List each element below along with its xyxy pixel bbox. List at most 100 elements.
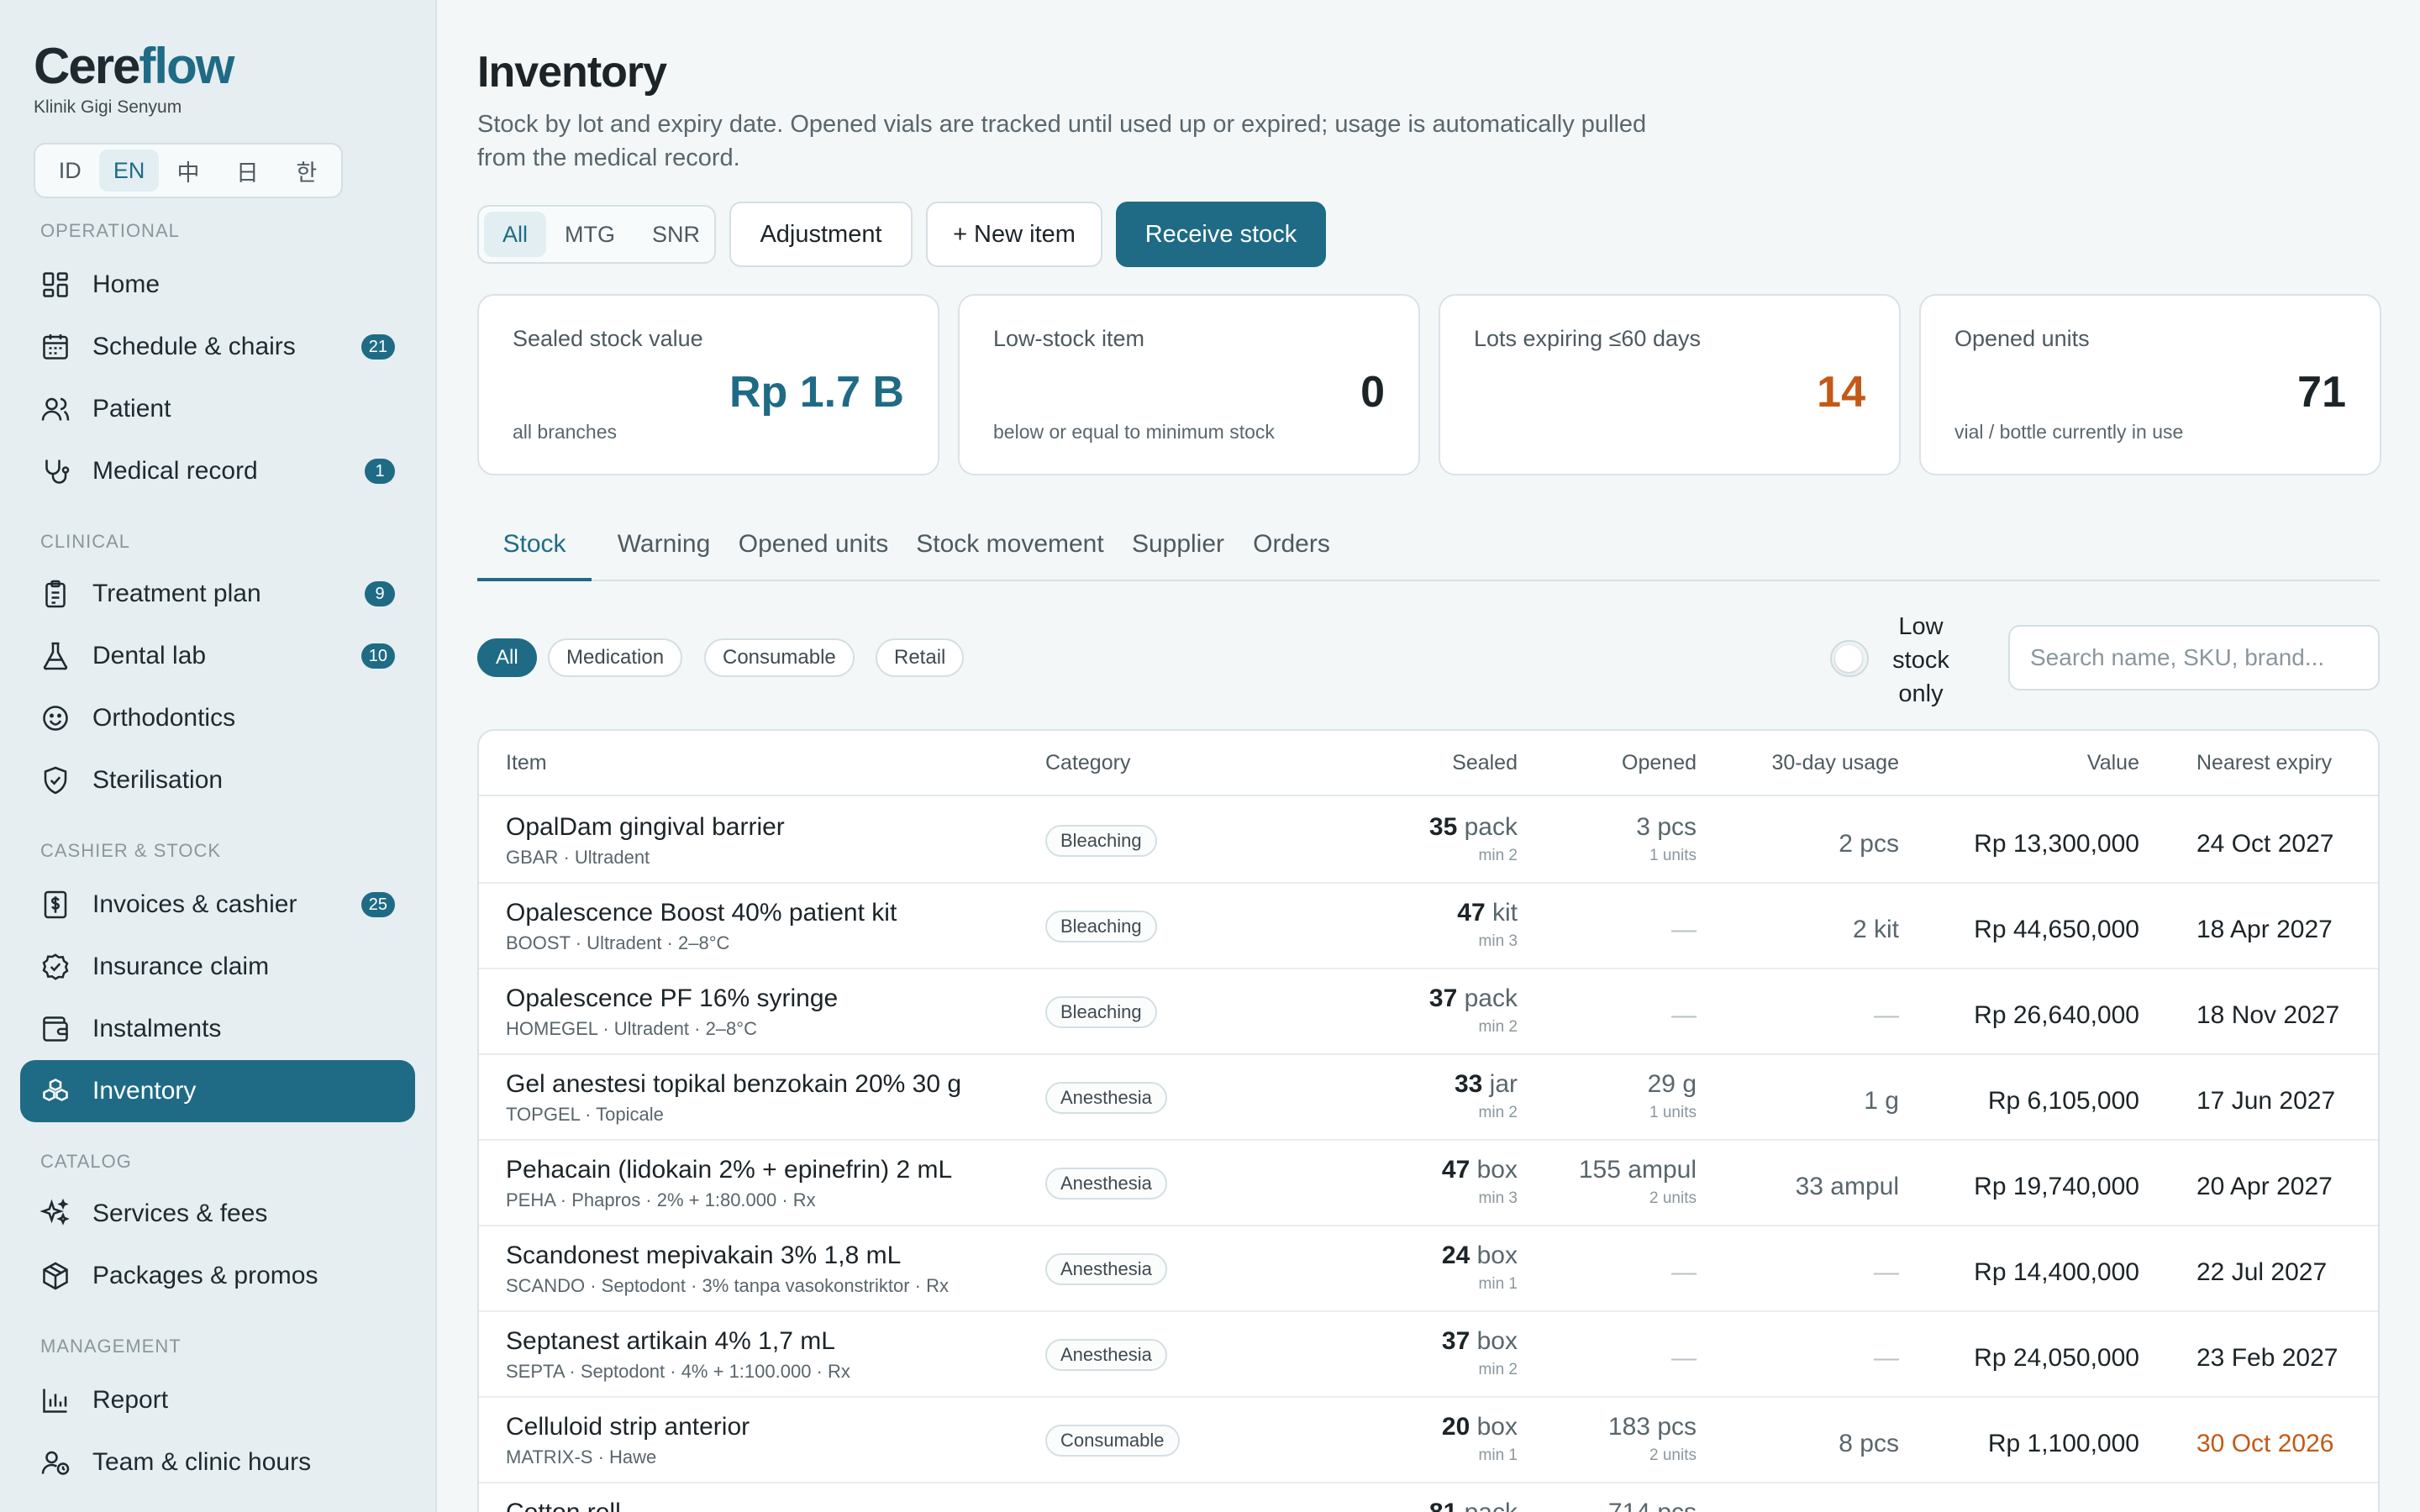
item-name[interactable]: Pehacain (lidokain 2% + epinefrin) 2 mL — [506, 1156, 953, 1184]
header-opened[interactable]: Opened — [1622, 751, 1697, 774]
sidebar-item-services[interactable]: Services & fees — [20, 1183, 415, 1245]
stat-value: 14 — [1817, 368, 1865, 417]
nearest-expiry: 18 Nov 2027 — [2196, 1001, 2340, 1029]
sidebar-item-label: Sterilisation — [92, 766, 224, 794]
sealed-qty: 47 kit — [1457, 899, 1518, 927]
branch-mtg-button[interactable]: MTG — [565, 221, 616, 247]
table-header: Item Category Sealed Opened 30-day usage… — [479, 731, 2378, 796]
sidebar-item-schedule[interactable]: Schedule & chairs 21 — [20, 316, 415, 378]
sealed-qty: 37 pack — [1428, 984, 1518, 1012]
table-row[interactable]: Septanest artikain 4% 1,7 mL SEPTA · Sept… — [479, 1312, 2378, 1398]
lang-en-button[interactable]: EN — [99, 150, 159, 192]
search-input[interactable] — [2008, 625, 2380, 690]
wallet-icon — [40, 1014, 71, 1044]
tab-stock[interactable]: Stock — [477, 519, 592, 581]
nearest-expiry: 20 Apr 2027 — [2196, 1173, 2333, 1200]
receipt-icon — [40, 890, 71, 920]
item-name[interactable]: OpalDam gingival barrier — [506, 813, 785, 841]
sidebar-item-patient[interactable]: Patient — [20, 378, 415, 440]
header-category[interactable]: Category — [1045, 751, 1131, 774]
sidebar-item-sterilisation[interactable]: Sterilisation — [20, 749, 415, 811]
opened-empty: — — [1671, 1258, 1697, 1286]
sidebar-item-treatment-plan[interactable]: Treatment plan 9 — [20, 563, 415, 625]
lang-zh-button[interactable]: 中 — [176, 160, 200, 186]
header-usage[interactable]: 30-day usage — [1771, 751, 1899, 774]
sidebar-item-packages[interactable]: Packages & promos — [20, 1245, 415, 1307]
tab-stock-movement[interactable]: Stock movement — [916, 530, 1104, 558]
table-row[interactable]: Celluloid strip anterior MATRIX-S · Hawe C… — [479, 1398, 2378, 1483]
usage-30d: 2 pcs — [1839, 830, 1899, 858]
opened-qty: 714 pcs — [1608, 1499, 1697, 1512]
low-stock-toggle[interactable] — [1830, 640, 1869, 677]
sparkles-icon — [40, 1199, 71, 1229]
count-badge: 10 — [360, 643, 395, 669]
filter-chip-retail[interactable]: Retail — [876, 638, 965, 677]
filter-chip-all[interactable]: All — [477, 638, 537, 677]
sidebar-item-dental-lab[interactable]: Dental lab 10 — [20, 625, 415, 687]
sidebar-item-orthodontics[interactable]: Orthodontics — [20, 687, 415, 749]
lang-ja-button[interactable]: 日 — [235, 160, 259, 186]
item-meta: GBAR · Ultradent — [506, 847, 650, 868]
opened-empty: — — [1671, 916, 1697, 943]
sidebar-item-invoices[interactable]: Invoices & cashier 25 — [20, 874, 415, 936]
stat-sub: below or equal to minimum stock — [993, 421, 1275, 443]
lang-ko-button[interactable]: 한 — [296, 160, 318, 186]
stock-value: Rp 26,640,000 — [1974, 1001, 2139, 1029]
category-badge: Anesthesia — [1045, 1082, 1167, 1114]
page-description: Stock by lot and expiry date. Opened via… — [477, 111, 1647, 171]
header-item[interactable]: Item — [506, 751, 547, 774]
stat-value: 71 — [2297, 368, 2346, 417]
item-name[interactable]: Opalescence Boost 40% patient kit — [506, 899, 897, 927]
lang-id-button[interactable]: ID — [58, 157, 82, 183]
sidebar-item-report[interactable]: Report — [20, 1369, 415, 1431]
item-name[interactable]: Cotton roll — [506, 1499, 621, 1512]
language-switcher: ID EN 中 日 한 — [34, 143, 343, 198]
header-value[interactable]: Value — [2086, 751, 2139, 774]
app-logo[interactable]: Cereflow — [34, 38, 234, 94]
sidebar-item-home[interactable]: Home — [20, 254, 415, 316]
sidebar-item-medical-record[interactable]: Medical record 1 — [20, 440, 415, 502]
tab-supplier[interactable]: Supplier — [1131, 530, 1225, 558]
receive-stock-button[interactable]: Receive stock — [1116, 202, 1326, 267]
sidebar-item-instalments[interactable]: Instalments — [20, 998, 415, 1060]
table-row[interactable]: Opalescence Boost 40% patient kit BOOST ·… — [479, 884, 2378, 969]
sidebar-item-team[interactable]: Team & clinic hours — [20, 1431, 415, 1494]
table-row[interactable]: Scandonest mepivakain 3% 1,8 mL SCANDO · … — [479, 1226, 2378, 1312]
smile-icon — [40, 703, 71, 733]
usage-empty: — — [1874, 1344, 1899, 1372]
nearest-expiry: 22 Jul 2027 — [2196, 1258, 2328, 1286]
stock-value: Rp 1,100,000 — [1987, 1430, 2139, 1457]
header-expiry[interactable]: Nearest expiry — [2196, 751, 2333, 774]
branch-snr-button[interactable]: SNR — [652, 221, 701, 247]
header-sealed[interactable]: Sealed — [1452, 751, 1518, 774]
table-row[interactable]: Gel anestesi topikal benzokain 20% 30 g T… — [479, 1055, 2378, 1141]
usage-30d: 2 kit — [1852, 916, 1899, 943]
filter-chip-consumable[interactable]: Consumable — [704, 638, 855, 677]
sidebar-item-insurance-claim[interactable]: Insurance claim — [20, 936, 415, 998]
item-name[interactable]: Septanest artikain 4% 1,7 mL — [506, 1327, 835, 1355]
table-row[interactable]: OpalDam gingival barrier GBAR · Ultradent… — [479, 798, 2378, 884]
stock-value: Rp 44,650,000 — [1974, 916, 2139, 943]
nearest-expiry: 18 Apr 2027 — [2196, 916, 2333, 943]
sidebar-item-label: Insurance claim — [92, 953, 270, 980]
category-badge: Anesthesia — [1045, 1253, 1167, 1285]
sealed-qty: 81 pack — [1429, 1499, 1518, 1512]
calendar-icon — [40, 332, 71, 362]
item-name[interactable]: Gel anestesi topikal benzokain 20% 30 g — [506, 1070, 962, 1098]
item-name[interactable]: Scandonest mepivakain 3% 1,8 mL — [506, 1242, 902, 1269]
item-name[interactable]: Opalescence PF 16% syringe — [506, 984, 839, 1012]
item-name[interactable]: Celluloid strip anterior — [506, 1413, 750, 1441]
adjustment-button[interactable]: Adjustment — [729, 202, 913, 267]
tab-warning[interactable]: Warning — [617, 530, 711, 558]
opened-qty: 3 pcs — [1636, 813, 1697, 841]
table-row[interactable]: Opalescence PF 16% syringe HOMEGEL · Ultr… — [479, 969, 2378, 1055]
tab-opened-units[interactable]: Opened units — [738, 530, 889, 558]
branch-all-button[interactable]: All — [484, 212, 547, 257]
table-row[interactable]: Pehacain (lidokain 2% + epinefrin) 2 mL P… — [479, 1141, 2378, 1226]
sidebar-item-inventory[interactable]: Inventory — [20, 1060, 415, 1122]
item-meta: SCANDO · Septodont · 3% tanpa vasokonstr… — [506, 1275, 949, 1296]
new-item-button[interactable]: + New item — [926, 202, 1102, 267]
tab-orders[interactable]: Orders — [1253, 530, 1330, 558]
table-row[interactable]: Cotton roll 81 pack 714 pcs — [479, 1483, 2378, 1512]
filter-chip-medication[interactable]: Medication — [548, 638, 683, 677]
